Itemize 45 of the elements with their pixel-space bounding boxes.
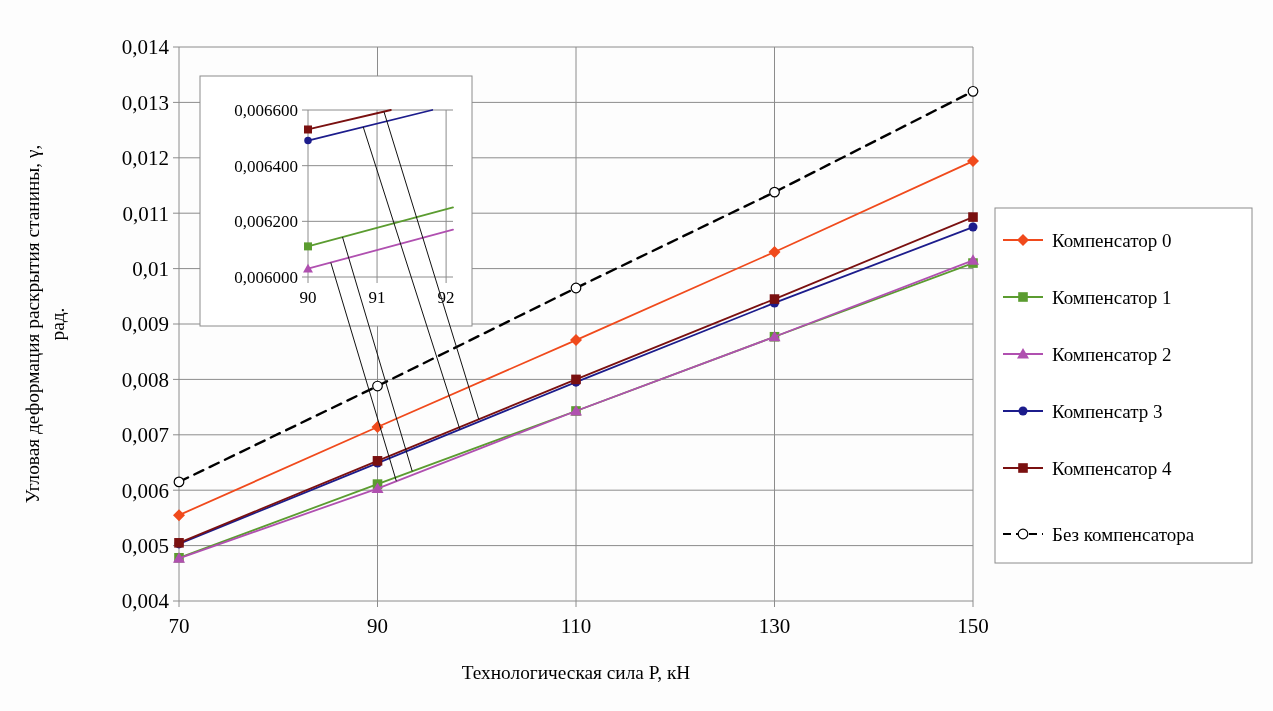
legend-label: Компенсатор 4 xyxy=(1052,457,1173,479)
y-tick-label: 0,009 xyxy=(121,312,169,337)
legend-label: Компенсатр 3 xyxy=(1052,400,1163,422)
point xyxy=(570,282,582,294)
point xyxy=(769,294,780,304)
point xyxy=(967,85,979,97)
y-tick-label: 0,006 xyxy=(121,478,169,503)
y-tick-label: 0,01 xyxy=(132,256,169,281)
legend-label: Компенсатор 1 xyxy=(1052,286,1172,308)
x-axis-title: Технологическая сила P, кН xyxy=(461,661,691,683)
x-tick-label: 150 xyxy=(957,613,989,638)
point xyxy=(968,222,978,232)
y-tick-label: 0,014 xyxy=(121,35,170,60)
y-tick-label: 0,011 xyxy=(122,201,169,226)
x-tick-label: 130 xyxy=(758,613,791,638)
x-tick-label: 90 xyxy=(299,287,317,307)
x-tick-label: 92 xyxy=(437,287,455,307)
point xyxy=(769,186,780,198)
y-tick-label: 0,006000 xyxy=(234,267,298,287)
legend-label: Без компенсатора xyxy=(1052,523,1195,545)
x-tick-label: 90 xyxy=(367,613,388,638)
y-tick-label: 0,012 xyxy=(121,146,169,171)
x-tick-label: 110 xyxy=(560,613,592,638)
y-tick-label: 0,006600 xyxy=(234,100,298,120)
y-tick-label: 0,004 xyxy=(121,589,170,614)
point xyxy=(967,155,979,168)
y-axis-title: Угловая деформация раскрытия станины, γ, рад. xyxy=(22,144,69,504)
legend-label: Компенсатор 2 xyxy=(1052,343,1172,365)
point xyxy=(967,254,979,265)
point xyxy=(570,334,582,347)
y-tick-label: 0,006200 xyxy=(234,212,298,232)
y-tick-label: 0,007 xyxy=(121,423,169,448)
y-tick-label: 0,006400 xyxy=(234,156,298,176)
point xyxy=(372,380,383,392)
point xyxy=(173,476,185,488)
y-tick-label: 0,005 xyxy=(121,533,169,558)
legend-label: Компенсатор 0 xyxy=(1052,229,1172,251)
point xyxy=(968,212,978,222)
x-tick-label: 70 xyxy=(168,613,190,638)
y-tick-label: 0,008 xyxy=(121,367,169,392)
x-tick-label: 91 xyxy=(368,287,386,307)
point xyxy=(371,482,384,494)
y-tick-label: 0,013 xyxy=(121,90,169,115)
point xyxy=(768,245,781,258)
point xyxy=(173,509,185,522)
